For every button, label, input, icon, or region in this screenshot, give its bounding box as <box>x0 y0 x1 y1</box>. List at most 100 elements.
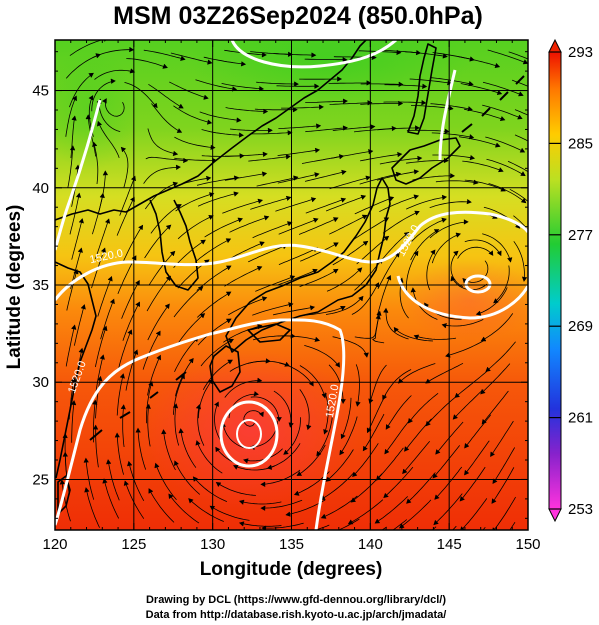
streamline-arrow <box>385 424 391 430</box>
streamline <box>278 218 318 235</box>
x-tick-label: 120 <box>42 536 67 553</box>
streamline <box>214 402 223 443</box>
streamline-arrow <box>309 305 316 311</box>
streamline <box>462 160 504 172</box>
streamline-arrow <box>362 446 368 452</box>
streamline-arrow <box>323 429 329 435</box>
streamline <box>337 518 360 530</box>
streamline-arrow <box>207 59 213 65</box>
streamline-arrow <box>313 217 319 223</box>
streamline-arrow <box>228 338 234 344</box>
streamline-arrow <box>175 164 181 170</box>
streamline-arrow <box>333 242 339 248</box>
streamline-arrow <box>107 276 113 282</box>
streamline <box>354 197 394 215</box>
streamline-arrow <box>261 52 267 58</box>
streamline-arrow <box>120 404 126 410</box>
vortex-ring-south-inner <box>236 419 262 449</box>
streamline-arrow <box>101 247 106 253</box>
streamline <box>103 479 120 519</box>
streamline <box>203 56 246 65</box>
streamline-arrow <box>127 460 133 467</box>
streamline <box>128 461 145 501</box>
streamline <box>148 488 175 523</box>
streamline <box>91 80 116 112</box>
streamline-arrow <box>455 232 461 238</box>
x-tick-label: 150 <box>515 536 540 553</box>
streamline <box>143 49 185 60</box>
streamline <box>509 521 516 530</box>
streamline-arrow <box>296 471 302 476</box>
streamline <box>458 136 500 147</box>
y-tick-label: 30 <box>32 374 49 391</box>
streamline-arrow <box>507 257 513 263</box>
streamline <box>66 269 78 311</box>
streamline-arrow <box>453 250 459 256</box>
x-axis-label: Longitude (degrees) <box>200 559 383 580</box>
streamline <box>382 211 420 234</box>
streamline-arrow <box>92 141 98 147</box>
streamline <box>250 396 280 422</box>
streamline <box>147 355 161 396</box>
streamline <box>121 280 140 319</box>
streamline <box>196 440 223 474</box>
streamline <box>369 364 387 404</box>
streamline-arrow <box>233 465 239 470</box>
streamline <box>168 493 200 524</box>
streamline-arrow <box>442 53 448 59</box>
streamline-arrow <box>105 218 111 224</box>
streamline <box>144 182 178 210</box>
x-tick-label: 140 <box>358 536 383 553</box>
streamline-arrow <box>518 91 524 97</box>
streamline <box>425 362 464 384</box>
streamline <box>379 195 419 213</box>
streamline <box>107 459 120 501</box>
streamline <box>256 176 298 187</box>
streamline <box>122 405 125 448</box>
colorbar-tick-label: 253 <box>568 501 593 518</box>
streamline <box>412 288 438 320</box>
streamline-arrow <box>374 518 380 524</box>
warm-region-east <box>400 260 528 340</box>
streamline <box>514 109 528 116</box>
streamline-arrow <box>383 307 389 313</box>
streamline-arrow <box>170 250 176 257</box>
streamline-arrow <box>293 81 299 87</box>
coastline-shikoku <box>247 323 291 343</box>
streamline <box>169 81 209 99</box>
streamline-arrow <box>257 324 263 330</box>
streamline <box>487 49 528 64</box>
streamline <box>116 433 124 475</box>
streamline-arrow <box>371 54 377 60</box>
streamline-arrow <box>257 266 263 271</box>
streamline-arrow <box>233 191 239 197</box>
streamline <box>385 395 412 430</box>
streamline <box>170 52 212 64</box>
streamline-arrow <box>310 197 317 203</box>
streamline <box>254 108 297 111</box>
streamline-arrow <box>102 98 107 104</box>
streamline <box>485 341 516 372</box>
streamline-arrow <box>236 117 242 123</box>
streamline-arrow <box>404 446 409 452</box>
streamline <box>199 111 241 121</box>
streamline-arrow <box>413 169 420 175</box>
streamline-arrow <box>430 249 436 255</box>
streamline <box>174 337 199 373</box>
streamline <box>197 318 232 346</box>
streamline <box>71 400 75 443</box>
streamline-arrow <box>262 151 268 157</box>
streamline <box>67 146 74 188</box>
streamline-arrow <box>355 401 361 407</box>
streamline-arrow <box>312 268 318 274</box>
streamline <box>173 374 185 415</box>
streamline <box>174 136 215 149</box>
streamline <box>226 241 265 262</box>
streamline <box>124 481 145 519</box>
warm-region <box>140 350 360 510</box>
streamline-arrow <box>370 124 376 130</box>
plot-title: MSM 03Z26Sep2024 (850.0hPa) <box>113 2 483 30</box>
streamline <box>394 327 434 342</box>
streamline <box>493 496 516 530</box>
streamline-arrow <box>285 511 291 517</box>
